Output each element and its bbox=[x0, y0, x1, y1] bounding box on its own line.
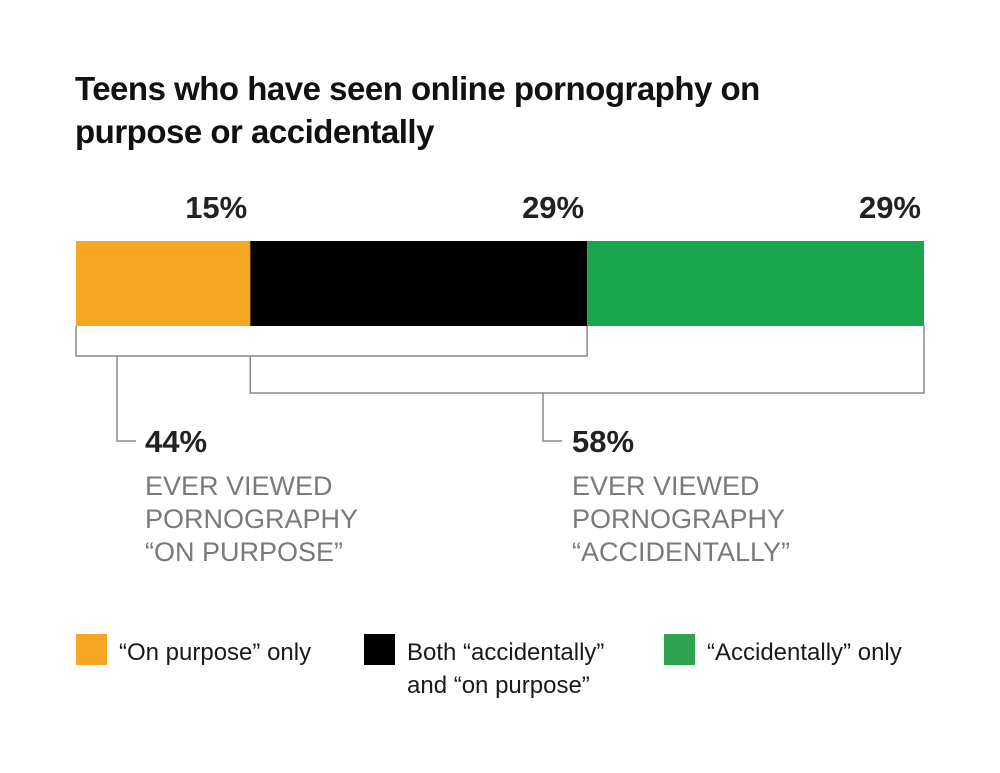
bracket-on-purpose bbox=[75, 326, 588, 357]
chart-title-line-1: Teens who have seen online pornography o… bbox=[75, 70, 760, 107]
bar-segment-3 bbox=[587, 241, 924, 326]
bracket-caption-1-line-1: EVER VIEWED bbox=[145, 471, 333, 501]
bracket-caption-1-line-2: PORNOGRAPHY bbox=[145, 504, 358, 534]
chart-title-line-2: purpose or accidentally bbox=[75, 113, 435, 150]
segment-value-label-1: 15% bbox=[185, 190, 247, 225]
bracket-value-2: 58% bbox=[572, 424, 634, 459]
legend-label-3-line-1: “Accidentally” only bbox=[707, 639, 902, 666]
bracket-caption-1-line-3: “ON PURPOSE” bbox=[145, 537, 343, 567]
legend-label-2-line-1: Both “accidentally” bbox=[407, 639, 604, 666]
legend-label-1-line-1: “On purpose” only bbox=[119, 639, 311, 666]
legend-swatch-1 bbox=[76, 634, 107, 665]
legend-swatch-2 bbox=[364, 634, 395, 665]
segment-value-labels: 15% 29% 29% bbox=[185, 190, 921, 225]
bracket-caption-2-line-1: EVER VIEWED bbox=[572, 471, 760, 501]
legend-label-2-line-2: and “on purpose” bbox=[407, 672, 590, 699]
bracket-value-1: 44% bbox=[145, 424, 207, 459]
bracket-leader-on-purpose bbox=[116, 356, 136, 442]
bracket-caption-2-line-2: PORNOGRAPHY bbox=[572, 504, 785, 534]
legend-swatch-3 bbox=[664, 634, 695, 665]
bracket-accidentally bbox=[249, 326, 925, 394]
bar-segment-1 bbox=[76, 241, 251, 326]
legend: “On purpose” only Both “accidentally” and … bbox=[76, 634, 902, 699]
bar-segments bbox=[76, 241, 924, 326]
segment-value-label-2: 29% bbox=[522, 190, 584, 225]
bracket-leader-accidentally bbox=[542, 393, 562, 442]
segment-value-label-3: 29% bbox=[859, 190, 921, 225]
bar-segment-2 bbox=[250, 241, 588, 326]
bracket-caption-2-line-3: “ACCIDENTALLY” bbox=[572, 537, 790, 567]
